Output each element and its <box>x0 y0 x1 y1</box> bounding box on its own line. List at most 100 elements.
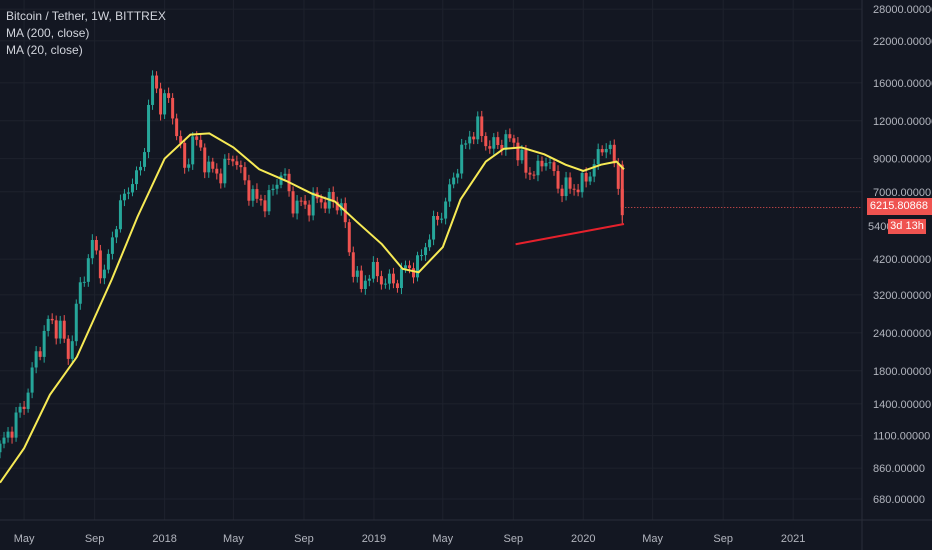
candle-body <box>18 406 22 413</box>
candle-body <box>428 239 432 248</box>
candle-body <box>86 258 90 282</box>
candle-body <box>30 367 34 393</box>
candle-body <box>432 215 436 240</box>
bar-countdown-tag: 3d 13h <box>888 219 926 234</box>
x-tick-label: Sep <box>713 533 733 545</box>
candle-body <box>399 268 403 289</box>
candle-body <box>331 191 335 202</box>
x-tick-label: 2018 <box>152 533 176 545</box>
candle-body <box>472 136 476 140</box>
candle-body <box>271 188 275 191</box>
candle-body <box>159 88 163 115</box>
legend-ma20[interactable]: MA (20, close) <box>6 43 83 57</box>
y-tick-label: 9000.00000 <box>873 154 931 166</box>
candle-body <box>387 273 391 284</box>
candle-body <box>251 189 255 201</box>
candle-body <box>22 406 26 409</box>
candle-body <box>126 192 130 194</box>
candle-body <box>556 171 560 189</box>
candle-body <box>130 184 134 193</box>
candle-body <box>247 180 251 201</box>
candle-body <box>504 134 508 150</box>
candle-body <box>476 116 480 140</box>
candle-body <box>536 160 540 176</box>
candle-body <box>448 184 452 202</box>
candle-body <box>416 255 420 278</box>
candle-body <box>243 167 247 181</box>
candle-body <box>596 149 600 165</box>
candle-body <box>572 188 576 190</box>
candle-body <box>351 252 355 277</box>
candle-body <box>0 443 2 453</box>
candle-body <box>118 200 122 230</box>
candle-body <box>10 431 14 438</box>
candle-body <box>231 158 235 162</box>
candle-body <box>62 320 66 339</box>
y-tick-label: 680.00000 <box>873 494 925 506</box>
candle-body <box>2 437 6 444</box>
candle-body <box>580 173 584 193</box>
candle-body <box>74 303 78 342</box>
candle-body <box>564 177 568 197</box>
clipped-price-label: 5400 <box>868 221 893 233</box>
candle-body <box>207 161 211 173</box>
candle-body <box>359 270 363 289</box>
candle-body <box>279 175 283 185</box>
y-tick-label: 22000.00000 <box>873 36 932 48</box>
candle-body <box>528 172 532 175</box>
candle-body <box>560 188 564 197</box>
y-tick-label: 2400.00000 <box>873 328 931 340</box>
candle-body <box>460 144 464 174</box>
candle-body <box>122 193 126 201</box>
candle-body <box>147 104 151 153</box>
candle-body <box>323 202 327 209</box>
candle-body <box>102 269 106 279</box>
x-tick-label: May <box>432 533 453 545</box>
candle-body <box>46 318 50 331</box>
candle-body <box>480 116 484 137</box>
x-tick-label: May <box>642 533 663 545</box>
ma-layer <box>0 132 625 484</box>
candle-body <box>155 75 159 89</box>
candle-body <box>223 158 227 184</box>
gridlines <box>0 0 862 520</box>
candle-body <box>516 142 520 161</box>
candle-body <box>520 149 524 161</box>
candle-body <box>50 318 54 321</box>
candle-body <box>464 143 468 145</box>
candle-body <box>255 189 259 199</box>
candle-body <box>496 137 500 146</box>
candle-body <box>215 168 219 174</box>
candle-body <box>347 222 351 253</box>
candle-body <box>114 229 118 238</box>
candles <box>0 70 862 459</box>
legend-ma200[interactable]: MA (200, close) <box>6 26 90 40</box>
candle-body <box>299 200 303 202</box>
candle-body <box>576 189 580 193</box>
candle-body <box>500 145 504 150</box>
candle-body <box>391 273 395 284</box>
candle-body <box>291 191 295 214</box>
candle-body <box>568 177 572 189</box>
candle-body <box>110 237 114 254</box>
candle-body <box>335 201 339 211</box>
trendline[interactable] <box>515 223 625 246</box>
ma20-line[interactable] <box>0 132 625 484</box>
x-tick-label: May <box>223 533 244 545</box>
candle-body <box>492 137 496 149</box>
candle-body <box>94 239 98 251</box>
candle-body <box>283 173 287 176</box>
candle-body <box>239 165 243 168</box>
candle-body <box>592 164 596 177</box>
legend-symbol[interactable]: Bitcoin / Tether, 1W, BITTREX <box>6 9 166 23</box>
candle-body <box>544 162 548 167</box>
candle-body <box>199 139 203 148</box>
candle-body <box>98 250 102 279</box>
candle-body <box>444 201 448 219</box>
candle-body <box>436 215 440 220</box>
candle-body <box>26 392 30 409</box>
candle-body <box>311 192 315 216</box>
candle-body <box>134 170 138 185</box>
